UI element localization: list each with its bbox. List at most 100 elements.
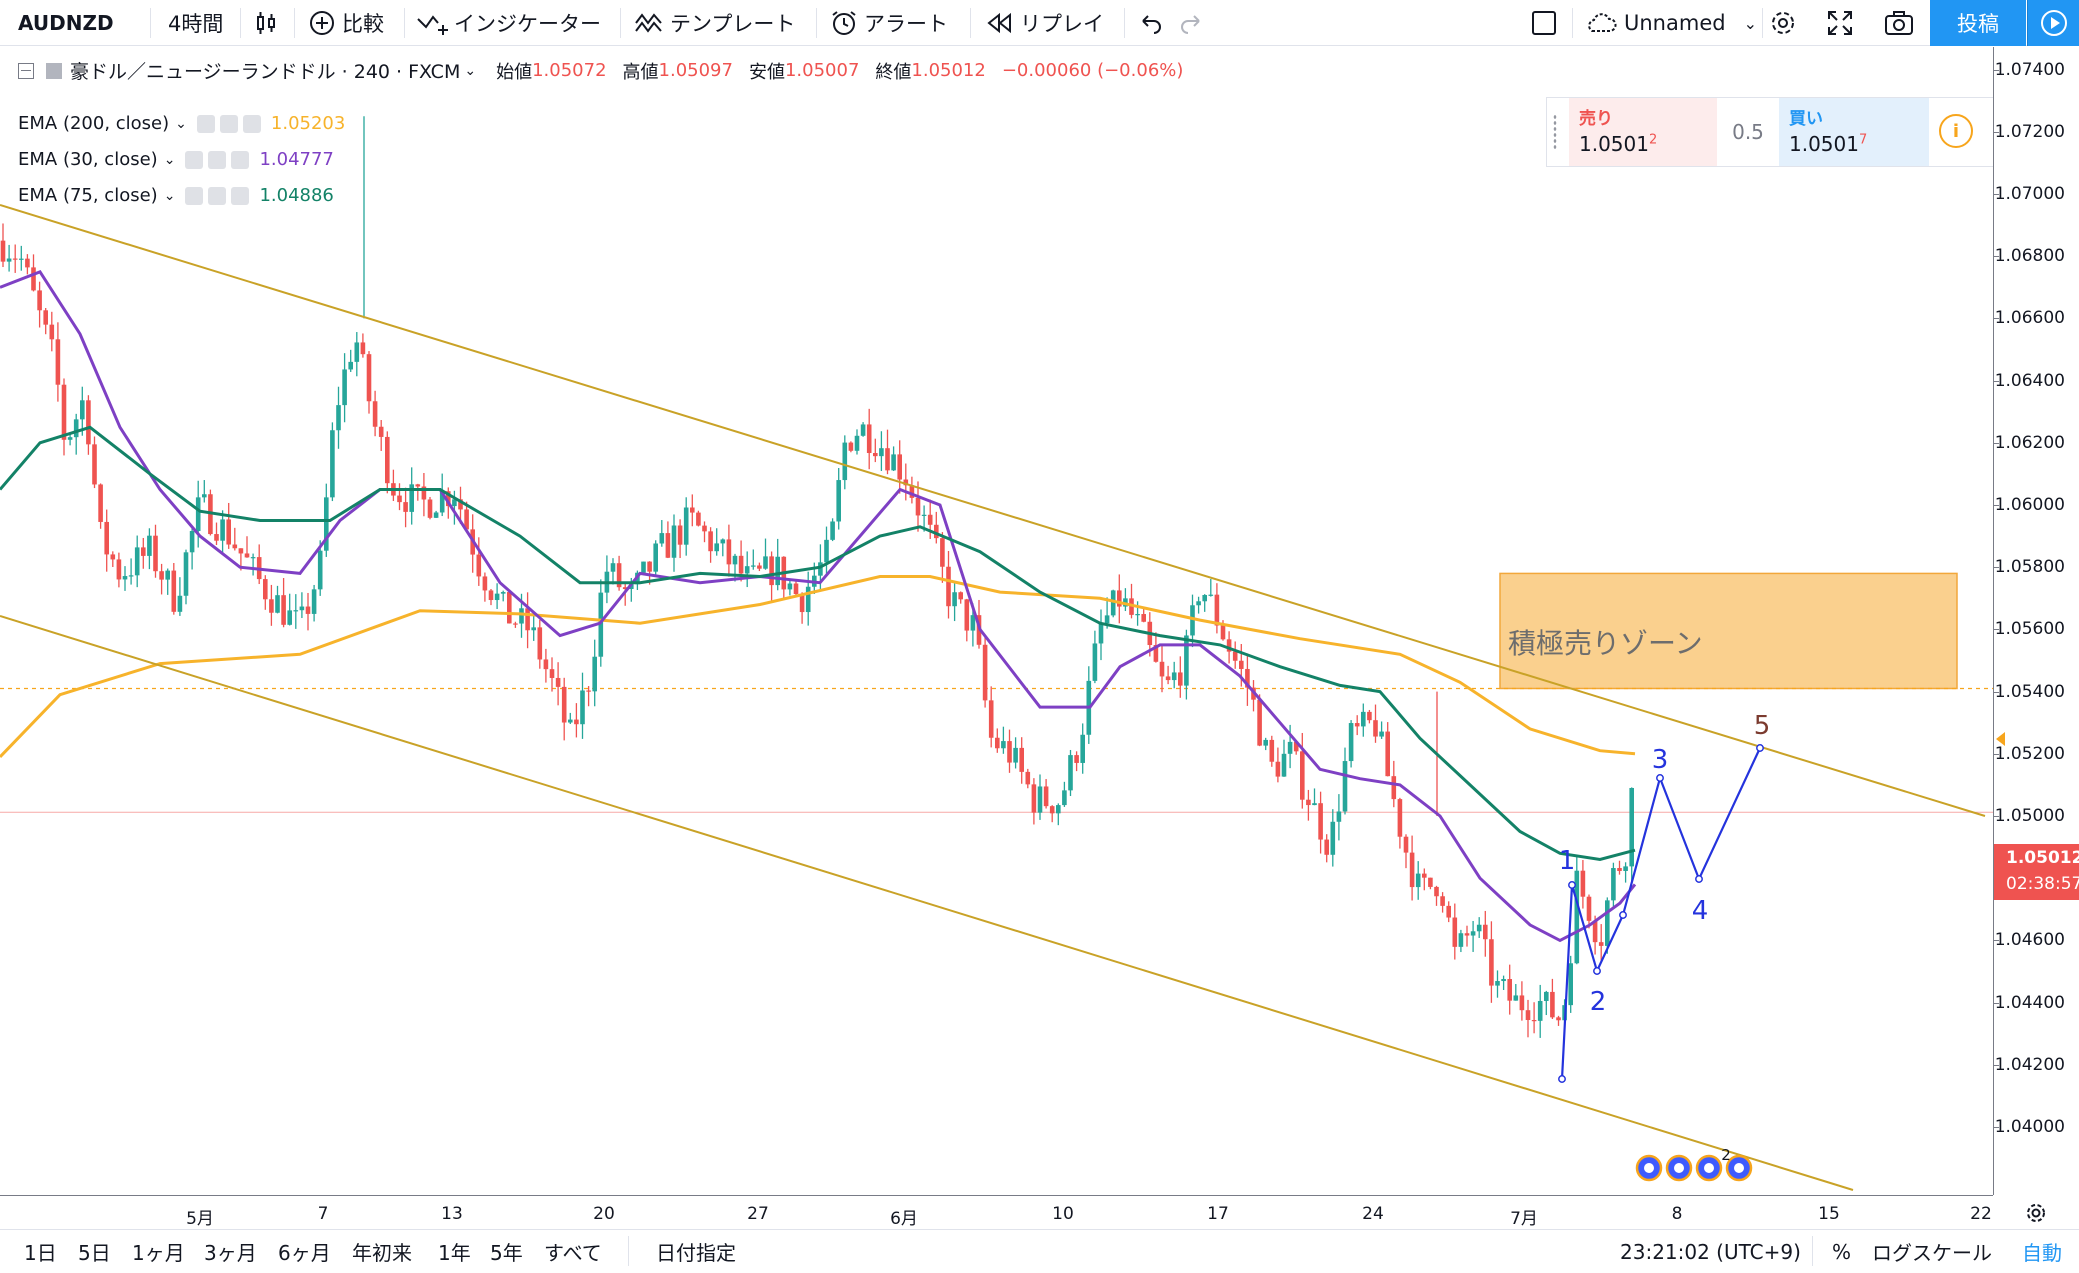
candle-body — [281, 595, 286, 625]
candle-body — [598, 592, 604, 657]
candle-body — [1013, 747, 1018, 763]
gear-icon[interactable] — [208, 150, 227, 169]
candle-body — [488, 590, 494, 601]
range-button[interactable]: 年初来 — [352, 1241, 412, 1265]
publish-button[interactable]: 投稿 — [1930, 0, 2026, 46]
candle-body — [1397, 799, 1403, 837]
panel-drag-icon[interactable] — [1553, 114, 1557, 150]
price-scale[interactable]: 1.07400 1.07200 1.07000 1.06800 1.06600 1.064… — [1993, 47, 2079, 1195]
candle-body — [147, 535, 152, 556]
time-tick-label: 15 — [1818, 1204, 1840, 1224]
range-button[interactable]: 1年 — [438, 1241, 471, 1265]
time-tick-label: 17 — [1207, 1204, 1229, 1224]
candle-body — [873, 453, 878, 457]
bottom-toolbar: 1日 5日 1ヶ月 3ヶ月 6ヶ月 年初来 1年 5年 すべて 日付指定 23:21:02 (U… — [0, 1229, 2079, 1272]
chevron-down-icon[interactable]: ⌄ — [175, 115, 187, 132]
snapshot-button[interactable] — [1884, 0, 1914, 46]
eye-icon[interactable] — [185, 186, 204, 205]
range-button[interactable]: 5年 — [490, 1241, 523, 1265]
eye-icon[interactable] — [185, 150, 204, 169]
alert-button[interactable]: アラート — [830, 0, 948, 46]
candle-body — [311, 589, 317, 614]
info-icon: i — [1952, 120, 1960, 142]
candle-body — [1598, 942, 1604, 946]
price-tick-label: 1.06200 — [1994, 432, 2065, 453]
auto-scale-button[interactable]: 自動 — [2022, 1241, 2062, 1265]
goto-date-button[interactable]: 日付指定 — [656, 1241, 736, 1265]
time-scale[interactable]: 5月 7 13 20 27 6月 10 17 24 7月 8 15 22 — [0, 1195, 1993, 1229]
compare-button[interactable]: 比較 — [308, 0, 384, 46]
candle-body — [757, 565, 762, 569]
fullscreen-button[interactable] — [1826, 0, 1854, 46]
symbol-search[interactable]: AUDNZD — [18, 11, 114, 35]
interval-selector[interactable]: 4時間 — [168, 12, 224, 36]
candle-body — [31, 267, 36, 291]
close-icon[interactable] — [231, 150, 250, 169]
range-button[interactable]: すべて — [544, 1241, 602, 1265]
layout-menu[interactable]: Unnamed ⌄ — [1584, 0, 1757, 46]
candle-body — [372, 401, 378, 427]
chevron-down-icon[interactable]: ⌄ — [163, 187, 176, 204]
axis-settings-button[interactable] — [2020, 1197, 2052, 1229]
log-scale-button[interactable]: ログスケール — [1872, 1241, 1992, 1265]
bar-countdown: 02:38:57 — [2006, 874, 2079, 894]
range-button[interactable]: 3ヶ月 — [204, 1241, 257, 1265]
collapse-icon[interactable] — [18, 62, 34, 79]
candle-body — [683, 507, 689, 545]
ema75-legend[interactable]: EMA (75, close) ⌄ 1.04886 — [18, 185, 334, 206]
chevron-down-icon[interactable]: ⌄ — [163, 151, 176, 168]
close-label: 終値 — [875, 61, 912, 83]
candle-body — [287, 610, 292, 625]
templates-button[interactable]: テンプレート — [634, 0, 795, 46]
candle-body — [549, 669, 555, 678]
ema200-legend[interactable]: EMA (200, close) ⌄ 1.05203 — [18, 113, 345, 134]
candle-body — [1049, 806, 1055, 814]
range-button[interactable]: 1ヶ月 — [132, 1241, 185, 1265]
candle-body — [73, 419, 79, 438]
eye-icon[interactable] — [196, 114, 215, 133]
candle-body — [348, 361, 353, 370]
chart-pane[interactable]: 1 2 3 4 5 2 豪ドル／ニュージーランドドル · 240 · FXCM ⌄ 始値… — [0, 47, 2022, 1195]
candle-body — [446, 491, 451, 507]
play-button[interactable] — [2027, 0, 2079, 46]
price-chart[interactable]: 1 2 3 4 5 2 — [0, 47, 1993, 1195]
time-tick-label: 7月 — [1510, 1209, 1538, 1229]
toolbar-divider — [620, 8, 621, 38]
candle-body — [1415, 873, 1421, 888]
gear-icon[interactable] — [219, 114, 238, 133]
percent-scale-button[interactable]: % — [1832, 1239, 1852, 1264]
range-button[interactable]: 5日 — [78, 1241, 111, 1265]
price-tick — [1994, 318, 1999, 320]
candle-body — [195, 497, 201, 532]
buy-price: 1.0501 — [1789, 132, 1859, 156]
undo-button[interactable] — [1138, 0, 1164, 46]
candle-body — [171, 570, 177, 612]
candle-style-button[interactable] — [254, 0, 278, 46]
top-toolbar: AUDNZD 4時間 比較 インジケーター テンプレート アラート リプレイ U — [0, 0, 2079, 46]
candle-body — [354, 342, 360, 362]
clock[interactable]: 23:21:02 (UTC+9) — [1620, 1239, 1801, 1264]
candle-body — [665, 533, 671, 558]
candle-body — [1354, 723, 1360, 727]
fullscreen-layout-button[interactable] — [1530, 0, 1558, 46]
wave-node — [1695, 875, 1703, 883]
gear-icon[interactable] — [208, 186, 227, 205]
candle-body — [952, 592, 957, 607]
info-button[interactable]: i — [1939, 114, 1973, 148]
replay-button[interactable]: リプレイ — [986, 0, 1104, 46]
range-button[interactable]: 1日 — [24, 1241, 57, 1265]
settings-button[interactable] — [1768, 0, 1798, 46]
close-icon[interactable] — [242, 114, 261, 133]
candle-body — [421, 486, 427, 500]
buy-button[interactable]: 買い 1.05017 — [1779, 98, 1929, 166]
close-icon[interactable] — [231, 186, 250, 205]
ema30-legend[interactable]: EMA (30, close) ⌄ 1.04777 — [18, 149, 334, 170]
alert-marker-icon[interactable] — [1996, 732, 2005, 746]
chevron-down-icon[interactable]: ⌄ — [464, 62, 477, 79]
sell-button[interactable]: 売り 1.05012 — [1569, 98, 1717, 166]
channel-lower-trendline — [0, 615, 1854, 1191]
redo-button[interactable] — [1178, 0, 1204, 46]
range-button[interactable]: 6ヶ月 — [278, 1241, 331, 1265]
indicators-button[interactable]: インジケーター — [416, 0, 601, 46]
candle-body — [958, 592, 963, 600]
